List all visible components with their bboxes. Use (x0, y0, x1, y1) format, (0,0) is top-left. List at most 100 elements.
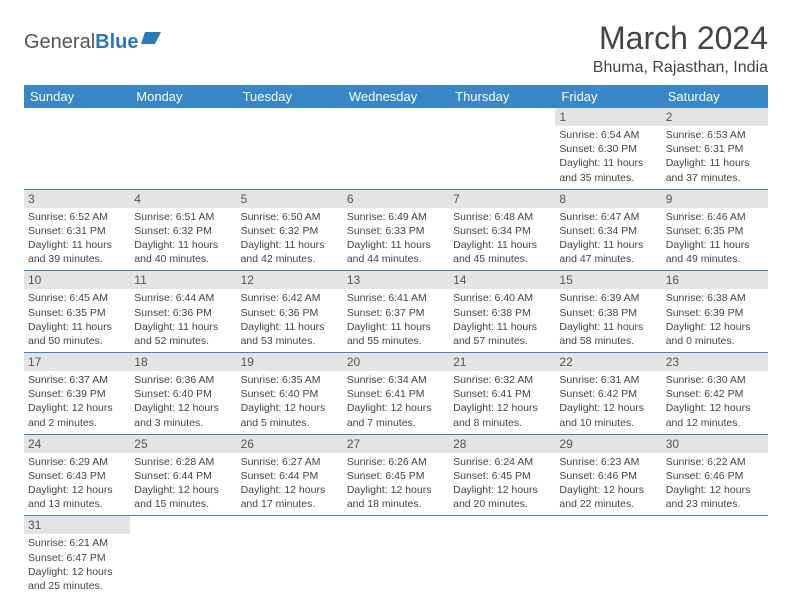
daylight-text: Daylight: 11 hours and 55 minutes. (347, 320, 445, 348)
day-number: 25 (130, 435, 236, 453)
calendar-cell (237, 108, 343, 189)
calendar-cell: 12Sunrise: 6:42 AMSunset: 6:36 PMDayligh… (237, 271, 343, 353)
daylight-text: Daylight: 11 hours and 57 minutes. (453, 320, 551, 348)
sunrise-text: Sunrise: 6:35 AM (241, 373, 339, 387)
day-number: 10 (24, 271, 130, 289)
daylight-text: Daylight: 12 hours and 18 minutes. (347, 483, 445, 511)
calendar-cell: 9Sunrise: 6:46 AMSunset: 6:35 PMDaylight… (662, 189, 768, 271)
calendar-cell: 13Sunrise: 6:41 AMSunset: 6:37 PMDayligh… (343, 271, 449, 353)
calendar-cell: 10Sunrise: 6:45 AMSunset: 6:35 PMDayligh… (24, 271, 130, 353)
sunrise-text: Sunrise: 6:54 AM (559, 128, 657, 142)
day-details: Sunrise: 6:42 AMSunset: 6:36 PMDaylight:… (237, 289, 343, 352)
day-number: 5 (237, 190, 343, 208)
day-details: Sunrise: 6:36 AMSunset: 6:40 PMDaylight:… (130, 371, 236, 434)
daylight-text: Daylight: 12 hours and 15 minutes. (134, 483, 232, 511)
sunrise-text: Sunrise: 6:24 AM (453, 455, 551, 469)
sunset-text: Sunset: 6:41 PM (453, 387, 551, 401)
sunrise-text: Sunrise: 6:45 AM (28, 291, 126, 305)
sunset-text: Sunset: 6:45 PM (453, 469, 551, 483)
day-details: Sunrise: 6:28 AMSunset: 6:44 PMDaylight:… (130, 453, 236, 516)
sunset-text: Sunset: 6:35 PM (666, 224, 764, 238)
sunset-text: Sunset: 6:39 PM (28, 387, 126, 401)
day-number: 1 (555, 108, 661, 126)
calendar-cell (237, 516, 343, 597)
calendar-cell: 8Sunrise: 6:47 AMSunset: 6:34 PMDaylight… (555, 189, 661, 271)
day-number: 28 (449, 435, 555, 453)
day-details: Sunrise: 6:37 AMSunset: 6:39 PMDaylight:… (24, 371, 130, 434)
calendar-cell: 15Sunrise: 6:39 AMSunset: 6:38 PMDayligh… (555, 271, 661, 353)
day-number: 20 (343, 353, 449, 371)
daylight-text: Daylight: 12 hours and 25 minutes. (28, 565, 126, 593)
calendar-cell: 23Sunrise: 6:30 AMSunset: 6:42 PMDayligh… (662, 353, 768, 435)
sunrise-text: Sunrise: 6:50 AM (241, 210, 339, 224)
sunrise-text: Sunrise: 6:40 AM (453, 291, 551, 305)
day-number: 27 (343, 435, 449, 453)
sunrise-text: Sunrise: 6:44 AM (134, 291, 232, 305)
daylight-text: Daylight: 12 hours and 10 minutes. (559, 401, 657, 429)
calendar-cell: 16Sunrise: 6:38 AMSunset: 6:39 PMDayligh… (662, 271, 768, 353)
day-header: Thursday (449, 85, 555, 108)
day-number: 13 (343, 271, 449, 289)
daylight-text: Daylight: 12 hours and 12 minutes. (666, 401, 764, 429)
day-details: Sunrise: 6:34 AMSunset: 6:41 PMDaylight:… (343, 371, 449, 434)
sunset-text: Sunset: 6:31 PM (666, 142, 764, 156)
daylight-text: Daylight: 11 hours and 45 minutes. (453, 238, 551, 266)
calendar-week: 1Sunrise: 6:54 AMSunset: 6:30 PMDaylight… (24, 108, 768, 189)
daylight-text: Daylight: 11 hours and 52 minutes. (134, 320, 232, 348)
day-details: Sunrise: 6:50 AMSunset: 6:32 PMDaylight:… (237, 208, 343, 271)
calendar-body: 1Sunrise: 6:54 AMSunset: 6:30 PMDaylight… (24, 108, 768, 597)
day-number: 16 (662, 271, 768, 289)
sunrise-text: Sunrise: 6:48 AM (453, 210, 551, 224)
day-number: 14 (449, 271, 555, 289)
daylight-text: Daylight: 11 hours and 50 minutes. (28, 320, 126, 348)
day-details: Sunrise: 6:38 AMSunset: 6:39 PMDaylight:… (662, 289, 768, 352)
day-number: 19 (237, 353, 343, 371)
sunset-text: Sunset: 6:34 PM (559, 224, 657, 238)
daylight-text: Daylight: 11 hours and 37 minutes. (666, 156, 764, 184)
calendar-week: 10Sunrise: 6:45 AMSunset: 6:35 PMDayligh… (24, 271, 768, 353)
calendar-cell (449, 108, 555, 189)
day-number: 24 (24, 435, 130, 453)
day-details: Sunrise: 6:35 AMSunset: 6:40 PMDaylight:… (237, 371, 343, 434)
daylight-text: Daylight: 11 hours and 39 minutes. (28, 238, 126, 266)
day-number: 11 (130, 271, 236, 289)
day-number: 26 (237, 435, 343, 453)
calendar-cell (662, 516, 768, 597)
daylight-text: Daylight: 12 hours and 3 minutes. (134, 401, 232, 429)
sunset-text: Sunset: 6:34 PM (453, 224, 551, 238)
daylight-text: Daylight: 12 hours and 17 minutes. (241, 483, 339, 511)
calendar-cell (343, 516, 449, 597)
day-number: 4 (130, 190, 236, 208)
calendar-week: 3Sunrise: 6:52 AMSunset: 6:31 PMDaylight… (24, 189, 768, 271)
day-details: Sunrise: 6:49 AMSunset: 6:33 PMDaylight:… (343, 208, 449, 271)
day-details: Sunrise: 6:52 AMSunset: 6:31 PMDaylight:… (24, 208, 130, 271)
sunset-text: Sunset: 6:38 PM (559, 306, 657, 320)
sunrise-text: Sunrise: 6:37 AM (28, 373, 126, 387)
day-number: 17 (24, 353, 130, 371)
sunset-text: Sunset: 6:44 PM (134, 469, 232, 483)
sunset-text: Sunset: 6:32 PM (241, 224, 339, 238)
day-details: Sunrise: 6:51 AMSunset: 6:32 PMDaylight:… (130, 208, 236, 271)
sunrise-text: Sunrise: 6:32 AM (453, 373, 551, 387)
sunset-text: Sunset: 6:32 PM (134, 224, 232, 238)
day-details: Sunrise: 6:45 AMSunset: 6:35 PMDaylight:… (24, 289, 130, 352)
day-number: 21 (449, 353, 555, 371)
day-details: Sunrise: 6:27 AMSunset: 6:44 PMDaylight:… (237, 453, 343, 516)
sunset-text: Sunset: 6:36 PM (241, 306, 339, 320)
sunrise-text: Sunrise: 6:38 AM (666, 291, 764, 305)
calendar-week: 17Sunrise: 6:37 AMSunset: 6:39 PMDayligh… (24, 353, 768, 435)
day-details: Sunrise: 6:46 AMSunset: 6:35 PMDaylight:… (662, 208, 768, 271)
location-text: Bhuma, Rajasthan, India (593, 59, 768, 77)
calendar-cell: 19Sunrise: 6:35 AMSunset: 6:40 PMDayligh… (237, 353, 343, 435)
daylight-text: Daylight: 11 hours and 44 minutes. (347, 238, 445, 266)
sunset-text: Sunset: 6:35 PM (28, 306, 126, 320)
sunrise-text: Sunrise: 6:47 AM (559, 210, 657, 224)
title-block: March 2024 Bhuma, Rajasthan, India (593, 20, 768, 77)
day-number: 7 (449, 190, 555, 208)
day-details: Sunrise: 6:21 AMSunset: 6:47 PMDaylight:… (24, 534, 130, 597)
day-number: 31 (24, 516, 130, 534)
day-number: 9 (662, 190, 768, 208)
sunrise-text: Sunrise: 6:31 AM (559, 373, 657, 387)
day-number: 6 (343, 190, 449, 208)
day-header: Tuesday (237, 85, 343, 108)
